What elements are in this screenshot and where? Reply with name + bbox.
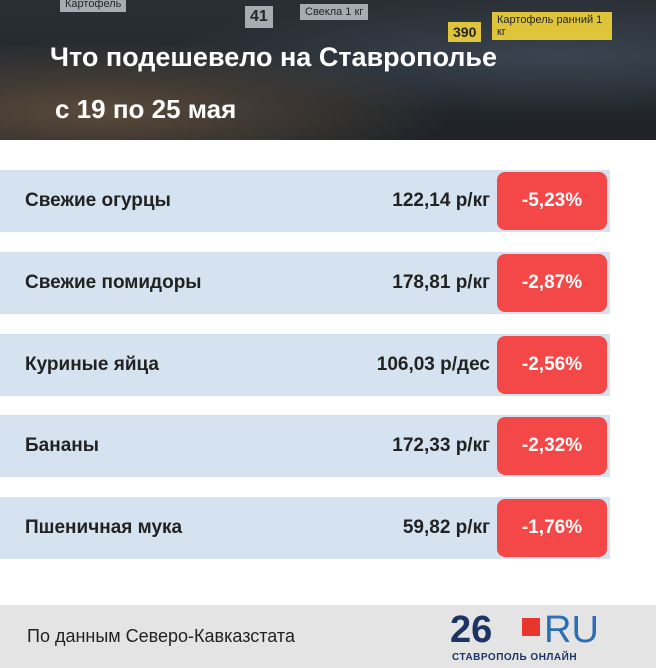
header: Картофель 41 Свекла 1 кг 390 Картофель р… (0, 0, 656, 140)
price-change: -1,76% (497, 499, 607, 557)
logo-domain: RU (544, 609, 599, 651)
product-name: Свежие помидоры (25, 272, 202, 293)
price-tag: Свекла 1 кг (300, 4, 369, 20)
price-change: -2,32% (497, 417, 607, 475)
table-row: Свежие огурцы 122,14 р/кг -5,23% (0, 170, 610, 232)
price: 178,81 р/кг (392, 272, 490, 293)
price-tag: 41 (245, 6, 273, 28)
price-tag: Картофель (60, 0, 127, 12)
price-change: -5,23% (497, 172, 607, 230)
product-name: Куриные яйца (25, 354, 159, 375)
price-change: -2,56% (497, 336, 607, 394)
product-name: Бананы (25, 435, 99, 456)
price-change: -2,87% (497, 254, 607, 312)
table-row: Куриные яйца 106,03 р/дес -2,56% (0, 334, 610, 396)
source: По данным Северо-Кавказстата (27, 626, 295, 646)
table-row: Свежие помидоры 178,81 р/кг -2,87% (0, 252, 610, 314)
price: 59,82 р/кг (402, 517, 490, 538)
price: 122,14 р/кг (392, 190, 490, 211)
price: 106,03 р/дес (376, 354, 490, 375)
price: 172,33 р/кг (392, 435, 490, 456)
product-name: Пшеничная мука (25, 517, 183, 538)
product-name: Свежие огурцы (25, 190, 171, 211)
table-row: Бананы 172,33 р/кг -2,32% (0, 415, 610, 477)
footer: По данным Северо-Кавказстата 26 RU СТАВР… (0, 605, 656, 668)
title: Что подешевело на Ставрополье (50, 42, 498, 72)
logo-square (522, 618, 540, 636)
logo-number: 26 (450, 609, 493, 651)
price-tag: 390 (448, 22, 482, 42)
subtitle: с 19 по 25 мая (55, 94, 237, 124)
logo-tagline: СТАВРОПОЛЬ ОНЛАЙН (452, 652, 578, 663)
table-row: Пшеничная мука 59,82 р/кг -1,76% (0, 497, 610, 559)
price-tag: Картофель ранний 1 кг (492, 12, 612, 40)
